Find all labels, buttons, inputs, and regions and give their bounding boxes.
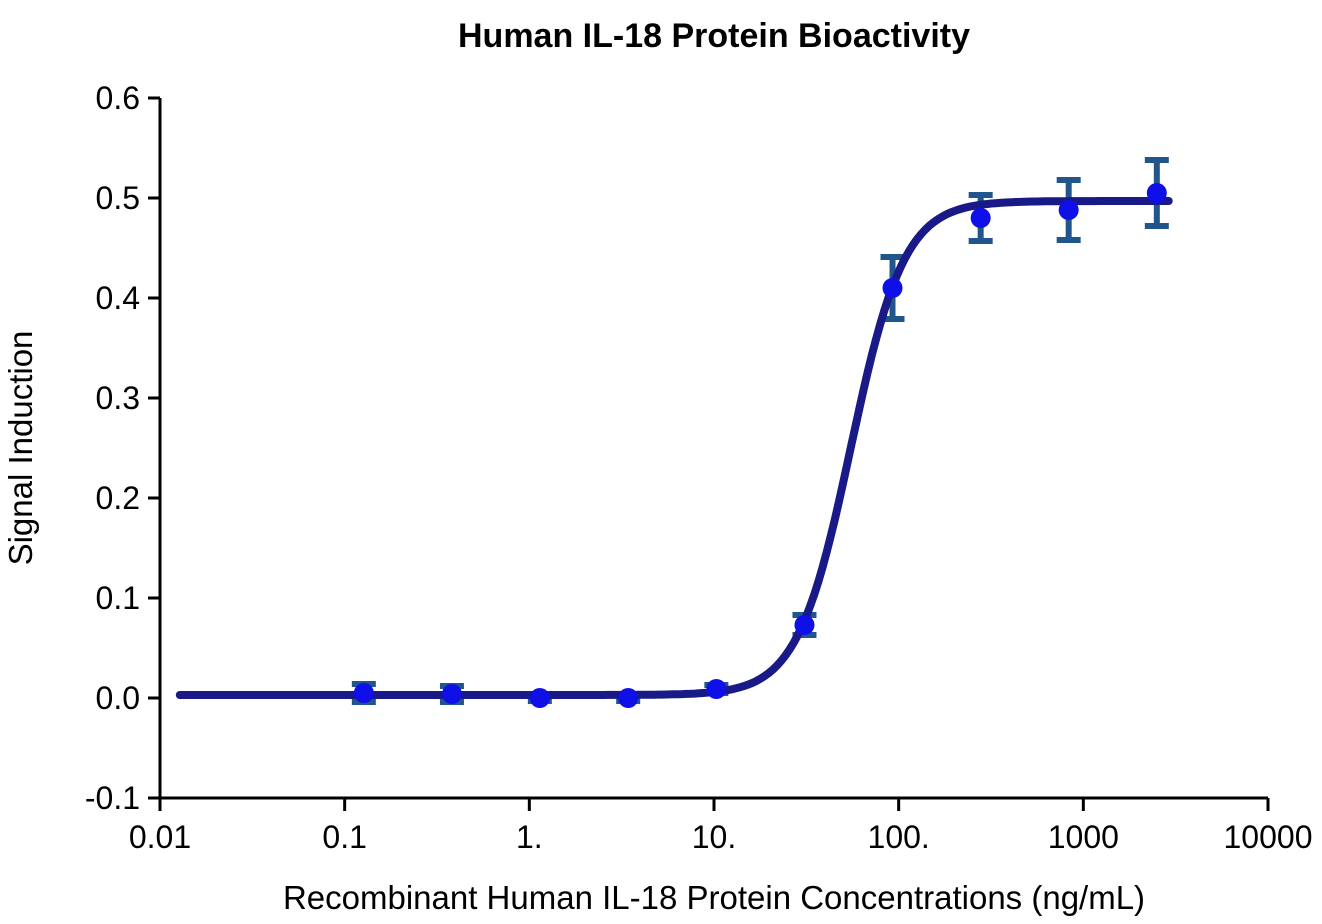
- fit-curve-layer: [175, 197, 1173, 699]
- x-tick-label: 1000: [1048, 819, 1119, 855]
- chart-title: Human IL-18 Protein Bioactivity: [458, 17, 970, 55]
- y-tick-label: 0.3: [96, 380, 140, 416]
- data-points-layer: [353, 183, 1167, 708]
- x-tick-label: 100.: [868, 819, 930, 855]
- y-tick-label: 0.0: [96, 680, 140, 716]
- fit-curve: [175, 197, 1173, 699]
- x-tick-label: 10000: [1224, 819, 1313, 855]
- data-point: [970, 208, 991, 228]
- tick-labels-layer: -0.1 0.0 0.1 0.2 0.3 0.4 0.5 0.6 0.01 0.1 1. 10. 100…: [85, 80, 1313, 855]
- data-point: [1058, 200, 1079, 220]
- data-point: [706, 679, 727, 699]
- x-tick-label: 0.01: [129, 819, 191, 855]
- y-tick-label: 0.4: [96, 280, 140, 316]
- data-point: [529, 688, 550, 708]
- axes-layer: [148, 96, 1270, 811]
- y-tick-label: 0.5: [96, 180, 140, 216]
- data-point: [618, 688, 639, 708]
- x-tick-label: 10.: [692, 819, 736, 855]
- y-tick-label: 0.2: [96, 480, 140, 516]
- data-point: [794, 615, 815, 635]
- data-point: [882, 278, 903, 298]
- x-tick-label: 0.1: [322, 819, 366, 855]
- error-bars-layer: [351, 157, 1169, 705]
- y-tick-label: 0.1: [96, 580, 140, 616]
- y-axis-label: Signal Induction: [2, 331, 39, 566]
- y-tick-label: 0.6: [96, 80, 140, 116]
- data-point: [441, 684, 462, 704]
- y-tick-label: -0.1: [85, 780, 140, 816]
- x-tick-label: 1.: [516, 819, 543, 855]
- data-point: [353, 683, 374, 703]
- data-point: [1146, 183, 1167, 203]
- x-axis-label: Recombinant Human IL-18 Protein Concentr…: [283, 879, 1145, 916]
